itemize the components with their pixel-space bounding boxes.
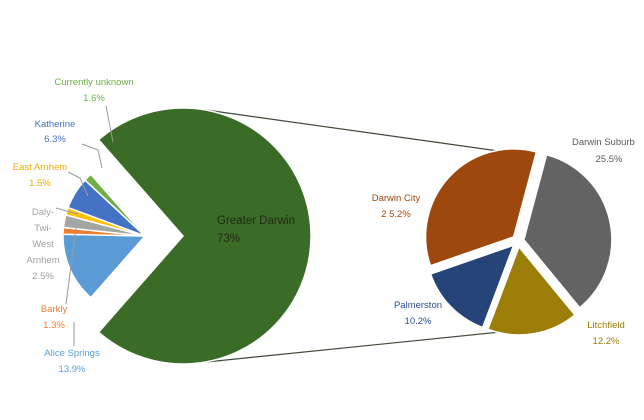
- sub-slice-label-palmerston: Palmerston: [394, 300, 442, 311]
- sub-slice-value-litchfield: 12.2%: [593, 336, 620, 347]
- leader-line-barkly: [65, 227, 77, 305]
- leader-line-currently-unknown: [105, 105, 114, 143]
- slice-value-greater-darwin: 73%: [217, 233, 240, 245]
- sub-slice-darwin-city: [424, 148, 538, 267]
- slice-value-east-arnhem: 1.5%: [29, 178, 51, 189]
- sub-slice-label-litchfield: Litchfield: [587, 320, 625, 331]
- slice-label-daly-twi-west-arnhem-line: Arnhem: [26, 255, 59, 266]
- sub-slice-value-palmerston: 10.2%: [405, 316, 432, 327]
- connector-line-bottom: [205, 329, 521, 363]
- slice-value-barkly: 1.3%: [43, 320, 65, 331]
- connector-line-top: [205, 109, 521, 155]
- slice-greater-darwin: [97, 107, 312, 365]
- slice-value-daly-twi-west-arnhem: 2.5%: [32, 271, 54, 282]
- sub-slice-label-darwin-suburbs: Darwin Suburb: [572, 137, 635, 148]
- slice-label-currently-unknown: Currently unknown: [54, 77, 133, 88]
- sub-slice-darwin-suburbs: [523, 153, 613, 309]
- sub-slice-value-darwin-suburbs: 25.5%: [596, 154, 623, 165]
- slice-currently-unknown: [83, 173, 146, 237]
- slice-label-katherine: Katherine: [35, 119, 76, 130]
- sub-slice-palmerston: [429, 243, 515, 329]
- slice-label-daly-twi-west-arnhem-line: West: [32, 239, 54, 250]
- sub-slice-label-darwin-city: Darwin City: [372, 193, 421, 204]
- leader-line-daly-twi-west-arnhem: [55, 207, 79, 215]
- slice-value-currently-unknown: 1.6%: [83, 93, 105, 104]
- slice-value-katherine: 6.3%: [44, 134, 66, 145]
- slice-value-alice-springs: 13.9%: [59, 364, 86, 375]
- main-pie: [62, 107, 312, 365]
- leader-line-katherine: [81, 143, 103, 169]
- secondary-pie: [424, 148, 613, 336]
- slice-label-east-arnhem: East Arnhem: [13, 162, 67, 173]
- slice-alice-springs: [62, 233, 147, 299]
- sub-slice-value-darwin-city: 2 5.2%: [381, 209, 411, 220]
- slice-label-barkly: Barkly: [41, 304, 68, 315]
- slice-labels: Greater Darwin 73% Currently unknown 1.6% Ka…: [13, 77, 635, 375]
- leader-line-east-arnhem: [67, 171, 89, 197]
- sub-slice-litchfield: [486, 245, 576, 336]
- slice-label-greater-darwin: Greater Darwin: [217, 215, 295, 227]
- slice-label-alice-springs: Alice Springs: [44, 348, 100, 359]
- slice-label-daly-twi-west-arnhem-line: Twi-: [34, 223, 51, 234]
- connector-lines: [205, 109, 521, 363]
- slice-label-daly-twi-west-arnhem-line: Daly-: [32, 207, 54, 218]
